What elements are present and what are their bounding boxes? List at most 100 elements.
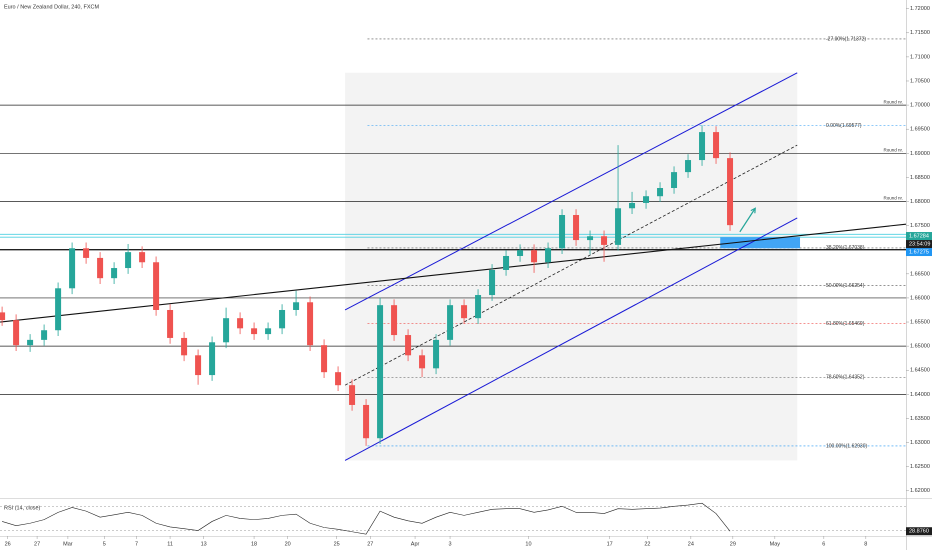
x-tick-label: 20 [285, 541, 291, 547]
x-tick-label: 18 [251, 541, 257, 547]
countdown: 23:54:09 [909, 241, 930, 247]
y-tick-label: 1.63000 [910, 440, 930, 446]
rsi-tag-label: 28.8760 [909, 529, 929, 535]
fib-label: 38.20%(1.67038) [826, 245, 865, 251]
candle-body [601, 236, 608, 245]
candle-body [391, 305, 398, 336]
channel-middle [344, 144, 798, 386]
candle-body [0, 312, 6, 321]
candle-body [195, 355, 202, 376]
y-tick-label: 1.64500 [910, 368, 930, 374]
candle-body [615, 208, 622, 245]
candle-body [587, 236, 594, 241]
candle-body [517, 250, 524, 256]
candle-body [237, 318, 244, 329]
x-tick-label: 26 [5, 541, 11, 547]
arrow-head [750, 207, 756, 214]
y-tick-label: 1.62000 [910, 488, 930, 494]
rsi-line [2, 502, 731, 535]
x-tick-label: 11 [167, 541, 173, 547]
candle-body [363, 404, 370, 439]
candle-body [41, 330, 48, 340]
y-tick-label: 1.71500 [910, 30, 930, 36]
candle-body [629, 202, 636, 209]
candle-body [181, 337, 188, 356]
candle-body [545, 248, 552, 263]
y-tick-label: 1.69000 [910, 151, 930, 157]
candle-body [671, 172, 678, 189]
y-tick-label: 1.72000 [910, 6, 930, 12]
candle-body [69, 248, 76, 289]
zone [720, 237, 801, 249]
fib-label: 0.00%(1.69577) [826, 123, 862, 129]
y-tick-label: 1.63500 [910, 416, 930, 422]
x-tick-label: 17 [607, 541, 613, 547]
y-tick-label: 1.70000 [910, 103, 930, 109]
fib-label: 100.00%(1.62930) [826, 443, 867, 449]
y-tick-label: 1.62500 [910, 464, 930, 470]
x-tick-label: Mar [63, 541, 73, 547]
candle-body [111, 268, 118, 279]
candle-body [713, 132, 720, 159]
candle-body [55, 288, 62, 331]
x-tick-label: May [770, 541, 781, 547]
candle-body [643, 196, 650, 203]
rsi-title: RSI (14, close) [4, 505, 41, 511]
candle-body [209, 342, 216, 376]
candle-body [559, 215, 566, 249]
x-tick-label: 22 [644, 541, 650, 547]
candle-body [265, 328, 272, 335]
x-tick-label: 6 [822, 541, 825, 547]
x-tick-label: 7 [135, 541, 138, 547]
candle-body [433, 339, 440, 369]
candle-body [727, 158, 734, 226]
y-tick-label: 1.66500 [910, 271, 930, 277]
fib-label: 50.00%(1.66254) [826, 283, 865, 289]
chart-title: Euro / New Zealand Dollar, 240, FXCM [4, 4, 99, 10]
candle-body [657, 188, 664, 197]
level-label: Round nr. [883, 196, 903, 201]
x-tick-label: 10 [525, 541, 531, 547]
x-tick-label: 13 [201, 541, 207, 547]
y-tick-label: 1.67500 [910, 223, 930, 229]
candle-body [223, 318, 230, 343]
y-tick-label: 1.68000 [910, 199, 930, 205]
fib-label: -27.00%(1.71372) [826, 36, 866, 42]
price-tag-label: 1.67275 [909, 249, 929, 255]
candle-body [97, 257, 104, 279]
x-tick-label: 27 [367, 541, 373, 547]
level-label: Round nr. [883, 99, 903, 104]
candle-body [251, 328, 258, 335]
candle-body [489, 269, 496, 296]
x-tick-label: Apr [411, 541, 420, 547]
candle-body [293, 302, 300, 310]
candle-body [531, 250, 538, 263]
x-tick-label: 8 [864, 541, 867, 547]
y-tick-label: 1.65500 [910, 319, 930, 325]
y-tick-label: 1.71000 [910, 54, 930, 60]
x-tick-label: 25 [334, 541, 340, 547]
candle-body [83, 248, 90, 258]
candle-body [335, 372, 342, 386]
rsi-tag [906, 527, 932, 536]
trendline [0, 223, 907, 323]
x-tick-label: 3 [449, 541, 452, 547]
candle-body [167, 309, 174, 338]
channel-upper [344, 72, 798, 311]
y-tick-label: 1.68500 [910, 175, 930, 181]
candle-body [405, 335, 412, 356]
channel-shade [345, 72, 798, 461]
fib-label: 61.80%(1.65469) [826, 321, 865, 327]
arrow [739, 207, 756, 233]
candle-body [279, 309, 286, 329]
candle-body [125, 252, 132, 269]
x-tick-label: 27 [34, 541, 40, 547]
candle-body [139, 252, 146, 263]
candle-body [307, 302, 314, 346]
x-tick-label: 5 [103, 541, 106, 547]
candle-body [573, 215, 580, 241]
y-tick-label: 1.70500 [910, 78, 930, 84]
candle-body [503, 255, 510, 270]
price-tag [906, 248, 932, 257]
